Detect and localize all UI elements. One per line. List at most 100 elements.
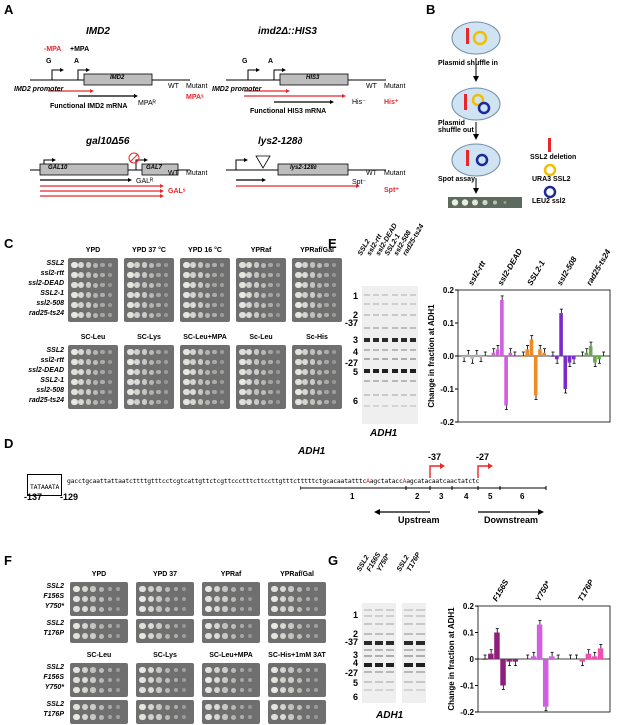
spot [100,379,105,385]
spot [246,312,253,318]
imd2-diagram [30,68,190,98]
bar [494,632,500,659]
spot [239,368,246,376]
spot-plate [136,700,194,724]
gel-band [363,393,370,396]
spot [85,272,92,278]
his3-g-tss: G [242,58,248,65]
spot [212,282,217,288]
spot [309,262,316,268]
strain-label: T176P [43,711,64,718]
panel-label-b: B [426,2,436,17]
spot [295,398,302,406]
gel-band [400,302,408,305]
spot-plate [236,345,286,409]
spot [90,586,96,592]
spot [81,606,88,612]
spot [246,389,253,395]
spot [239,714,245,720]
spot [183,281,190,289]
gel-adh1-label: ADH1 [376,710,404,721]
gel-window-label: 2 [352,310,358,320]
spot [78,312,85,318]
lys2-gene-label: lys2-128∂ [290,165,317,171]
spot [107,633,113,639]
spot [149,349,154,355]
spot [127,378,134,386]
spot [107,677,113,683]
spot [239,281,246,289]
spot [85,262,92,268]
condition-label: SC-Leu+MPA [183,334,227,341]
gal10-diagram [30,152,190,198]
spot [81,677,88,683]
spot [78,369,85,375]
spot [302,359,309,365]
gel-band [386,655,395,657]
gel-window-label: 2 [352,629,358,639]
spot [219,293,224,297]
spot [261,349,266,355]
strain-label: F156S [43,593,64,600]
spot [295,271,302,279]
spot [81,714,88,720]
spot-plate [180,345,230,409]
spot [182,705,187,709]
gel-band [372,313,380,316]
bar [533,356,538,396]
tss-27-base: A [402,477,407,485]
spot [295,388,302,396]
spot [213,606,220,612]
gel-band [374,663,384,667]
gel-window-label: 3 [352,335,358,345]
gel-band [400,338,408,343]
bar [593,356,597,363]
gel-band [415,649,425,651]
spot [248,607,253,611]
spot [197,312,204,318]
spot [85,349,92,355]
spot [165,633,170,639]
spot [134,369,141,375]
strain-label: SSL2 [46,664,64,671]
spot [205,349,210,355]
spot [93,292,98,298]
spot [81,623,88,629]
group-label: ssl2-DEAD [496,247,524,287]
spot [314,607,319,611]
adh1-gel-1 [362,603,396,703]
gel-band [391,357,398,360]
gel-band [403,649,413,651]
spot [205,676,212,684]
spot [93,389,98,395]
spot [205,312,210,318]
spot [324,312,329,318]
panel-label-f: F [4,553,12,568]
spot [78,359,85,365]
bar [588,346,593,356]
spot [317,399,322,405]
spot [212,399,217,405]
gel-band [374,655,384,657]
tss-37-base: A [366,477,370,485]
group-label: rad25-ts24 [585,247,613,287]
his3-gene-label: HIS3 [306,75,320,81]
spot [331,370,336,374]
gel-band [415,681,425,683]
spot [213,687,220,693]
gel-band [382,379,389,382]
spot [81,704,88,710]
bar [504,356,508,406]
imd2-a-tss: A [74,58,80,65]
spot [107,667,113,673]
spot [156,292,161,298]
spot [205,622,212,630]
spot [93,312,98,318]
spot [305,677,311,683]
spot [163,283,168,287]
gel-band [363,655,372,657]
spot [279,687,286,693]
pos-129: -129 [60,492,79,502]
spot [156,379,161,385]
bar [538,349,542,356]
